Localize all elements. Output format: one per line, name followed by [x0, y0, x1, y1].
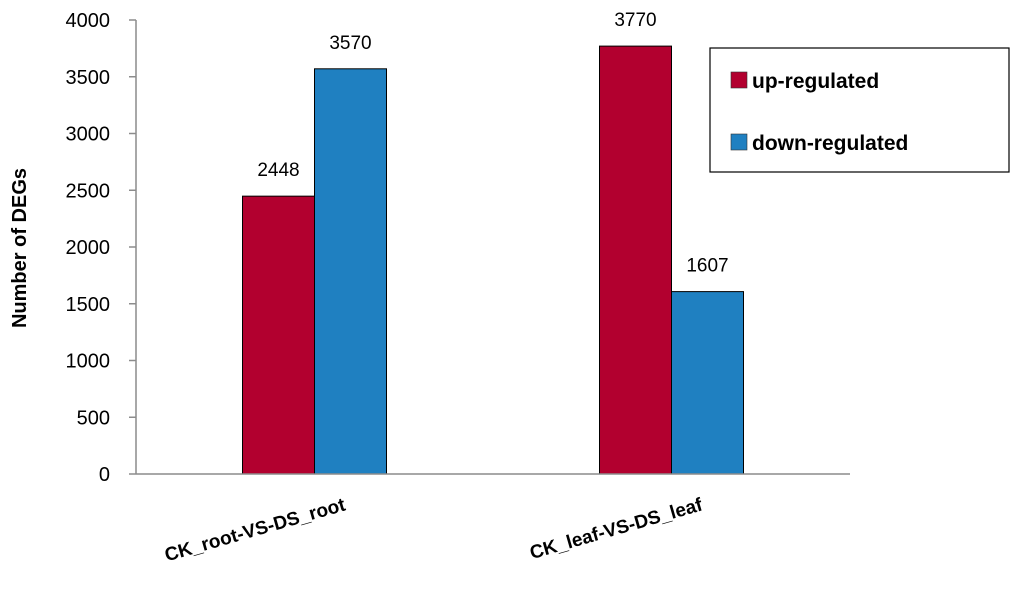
y-axis-title: Number of DEGs [9, 168, 31, 328]
y-tick-label: 1000 [66, 351, 111, 373]
y-tick-label: 2000 [66, 237, 111, 259]
data-label-up-regulated-1: 2448 [257, 160, 299, 181]
x-category-label: CK_leaf-VS-DS_leaf [528, 494, 706, 564]
y-tick-label: 0 [99, 464, 110, 486]
bar-down-regulated-1 [314, 68, 387, 475]
y-tick-label: 1500 [66, 294, 111, 316]
y-tick-label: 4000 [66, 10, 111, 32]
bar-down-regulated-2 [671, 291, 744, 475]
y-tick-label: 500 [77, 407, 110, 429]
legend: up-regulated down-regulated [709, 47, 1010, 173]
legend-label-down-regulated: down-regulated [752, 132, 908, 155]
y-axis: 0 500 1000 1500 2000 2500 3000 3500 4000 [66, 10, 136, 486]
legend-swatch-down-regulated [730, 133, 748, 151]
y-tick-label: 2500 [66, 180, 111, 202]
data-label-up-regulated-2: 3770 [614, 10, 656, 31]
y-tick-label: 3500 [66, 67, 111, 89]
x-category-label: CK_root-VS-DS_root [162, 494, 348, 566]
legend-box [709, 47, 1010, 173]
bar-up-regulated-1 [242, 195, 315, 475]
legend-swatch-up-regulated [730, 71, 748, 89]
y-tick-label: 3000 [66, 124, 111, 146]
bar-up-regulated-2 [599, 45, 672, 475]
data-label-down-regulated-2: 1607 [686, 256, 728, 277]
data-label-down-regulated-1: 3570 [329, 33, 371, 54]
data-labels: 2448 3570 3770 1607 [257, 10, 728, 277]
bars [242, 45, 744, 475]
x-axis-categories: CK_root-VS-DS_root CK_leaf-VS-DS_leaf [162, 494, 705, 566]
legend-label-up-regulated: up-regulated [752, 70, 879, 93]
